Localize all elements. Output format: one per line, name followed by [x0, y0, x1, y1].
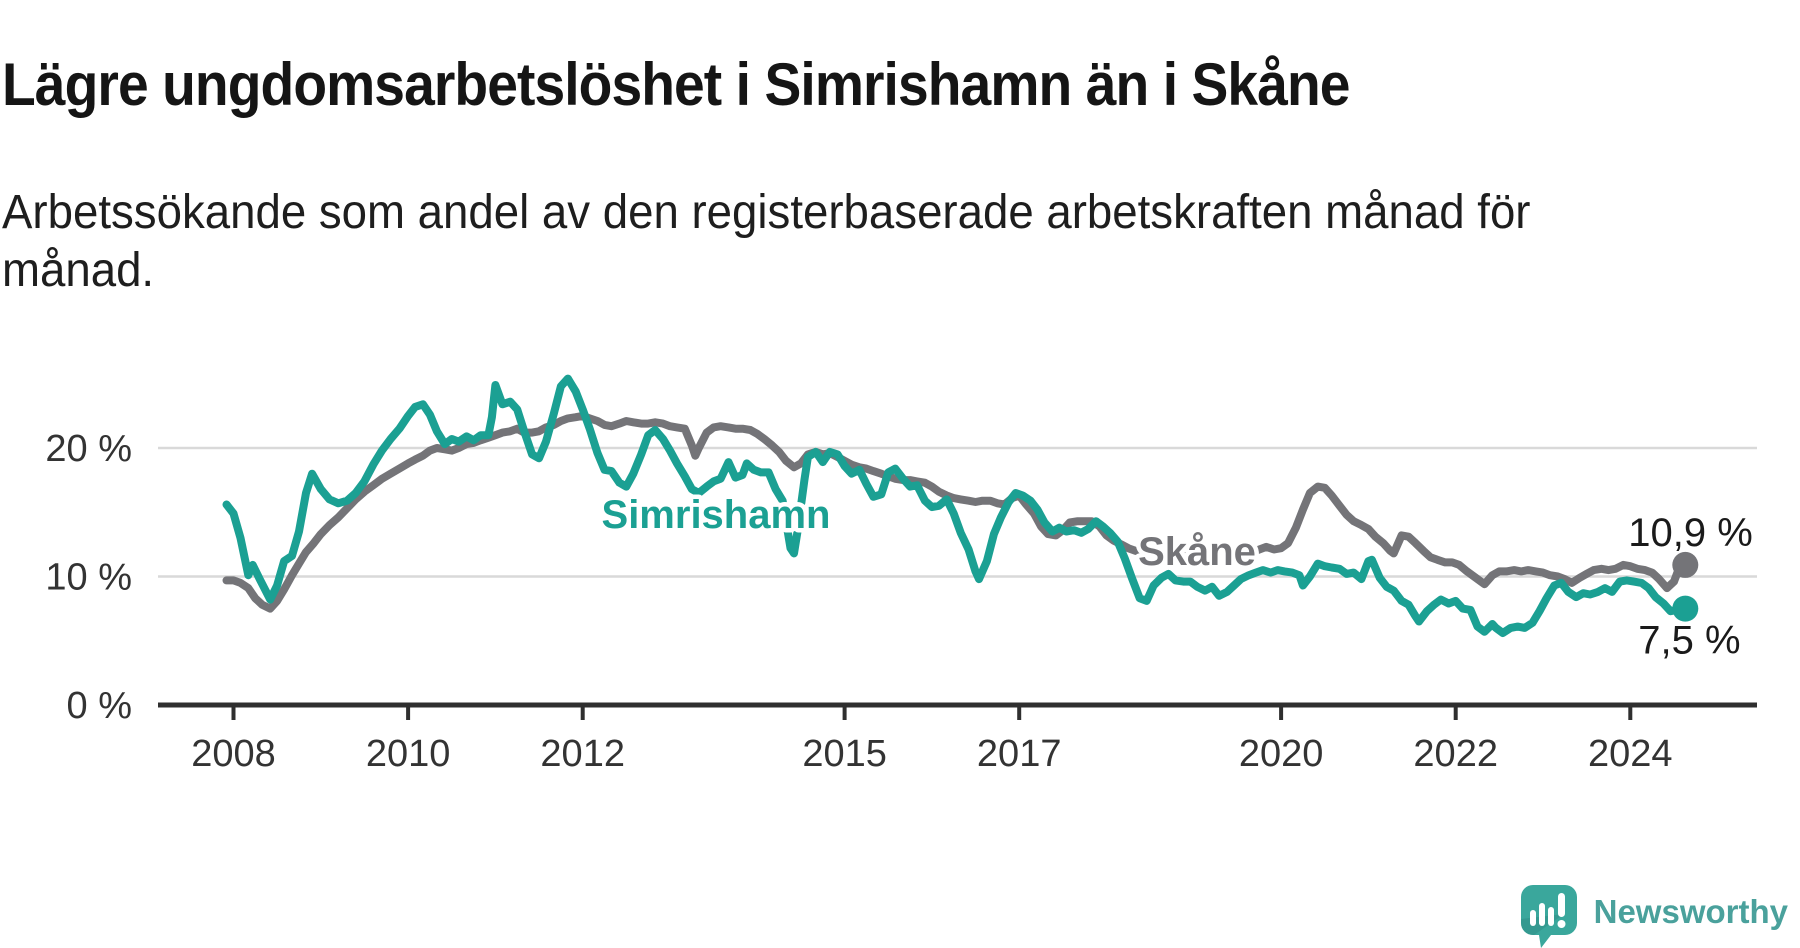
x-tick-label-2022: 2022	[1413, 733, 1498, 775]
y-tick-label-10-percent: 10 %	[45, 557, 132, 599]
end-value-label-simrishamn: 7,5 %	[1638, 619, 1740, 663]
series-label-skane: Skåne	[1138, 530, 1256, 574]
series-line-simrishamn	[222, 374, 1690, 637]
x-tick-label-2020: 2020	[1239, 733, 1324, 775]
end-value-label-skane: 10,9 %	[1628, 511, 1753, 555]
page-title: Lägre ungdomsarbetslöshet i Simrishamn ä…	[2, 51, 1350, 119]
x-tick-label-2012: 2012	[540, 733, 625, 775]
chart-subtitle: Arbetssökande som andel av den registerb…	[2, 186, 1531, 297]
x-tick-label-2015: 2015	[802, 733, 887, 775]
series-label-simrishamn: Simrishamn	[602, 493, 831, 537]
x-tick-label-2008: 2008	[191, 733, 276, 775]
end-dot-skane	[1672, 551, 1699, 578]
x-tick-label-2010: 2010	[366, 733, 451, 775]
newsworthy-logo-text: Newsworthy	[1593, 893, 1788, 930]
newsworthy-speech-bubble-chart-icon	[1520, 885, 1577, 948]
newsworthy-logo: Newsworthy	[1520, 885, 1788, 948]
x-tick-label-2024: 2024	[1588, 733, 1673, 775]
end-dot-simrishamn	[1672, 595, 1699, 622]
y-tick-label-20-percent: 20 %	[45, 428, 132, 470]
y-tick-label-0-percent: 0 %	[67, 685, 132, 727]
x-tick-label-2017: 2017	[977, 733, 1062, 775]
